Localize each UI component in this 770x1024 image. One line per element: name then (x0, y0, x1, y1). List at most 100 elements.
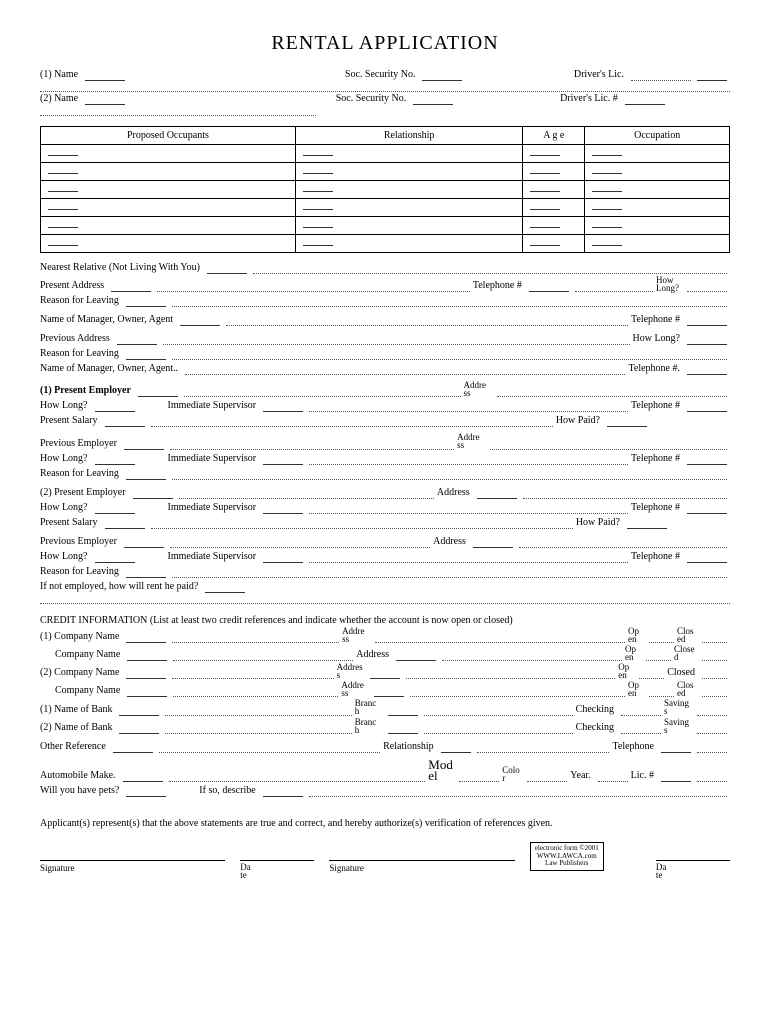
telephone-field3[interactable] (687, 365, 727, 375)
dl1-field[interactable] (631, 73, 691, 81)
telephone-field2[interactable] (687, 316, 727, 326)
table-cell[interactable] (585, 199, 730, 217)
lic-field[interactable] (661, 772, 691, 782)
checking-field2[interactable] (621, 726, 661, 734)
model-field[interactable] (459, 774, 499, 782)
reason-field[interactable] (126, 297, 166, 307)
name2-field[interactable] (85, 95, 125, 105)
supervisor-field2[interactable] (263, 455, 303, 465)
ssn2-field[interactable] (413, 95, 453, 105)
table-cell[interactable] (523, 199, 585, 217)
dl1-field2[interactable] (697, 71, 727, 81)
salary-field2[interactable] (105, 519, 145, 529)
addr-field4[interactable] (374, 687, 404, 697)
branch-field[interactable] (388, 706, 418, 716)
signature2[interactable]: Signature (329, 860, 514, 889)
telephone-field7[interactable] (687, 553, 727, 563)
employer2-field[interactable] (133, 489, 173, 499)
other-ref-field[interactable] (113, 743, 153, 753)
table-cell[interactable] (523, 235, 585, 253)
savings-field2[interactable] (697, 726, 727, 734)
howlong-field2[interactable] (687, 335, 727, 345)
table-cell[interactable] (41, 235, 296, 253)
table-cell[interactable] (585, 145, 730, 163)
addr-field2[interactable] (396, 651, 436, 661)
employer1-field[interactable] (138, 387, 178, 397)
company-field[interactable] (127, 651, 167, 661)
reason-field2[interactable] (126, 350, 166, 360)
table-cell[interactable] (523, 163, 585, 181)
salary-field[interactable] (105, 417, 145, 427)
date1[interactable]: Da te (240, 860, 314, 889)
company1-field[interactable] (126, 633, 166, 643)
open-field[interactable] (649, 635, 674, 643)
telephone-field[interactable] (529, 282, 569, 292)
supervisor-field4[interactable] (263, 553, 303, 563)
relationship-field[interactable] (441, 743, 471, 753)
signature1[interactable]: Signature (40, 860, 225, 889)
table-cell[interactable] (523, 217, 585, 235)
reason-field3[interactable] (126, 470, 166, 480)
address-field[interactable] (497, 389, 728, 397)
closed-field2[interactable] (702, 653, 727, 661)
company-field4[interactable] (127, 687, 167, 697)
table-cell[interactable] (41, 163, 296, 181)
prev-emp-field2[interactable] (124, 538, 164, 548)
checking-field[interactable] (621, 708, 661, 716)
manager-field[interactable] (180, 316, 220, 326)
reason-field4[interactable] (126, 568, 166, 578)
supervisor-field[interactable] (263, 402, 303, 412)
howlong-field3[interactable] (95, 402, 135, 412)
address-field2[interactable] (490, 442, 727, 450)
pets-field[interactable] (126, 787, 166, 797)
prev-emp-field[interactable] (124, 440, 164, 450)
telephone-field5[interactable] (687, 455, 727, 465)
open-field2[interactable] (646, 653, 671, 661)
howlong-field5[interactable] (95, 504, 135, 514)
bank1-field[interactable] (119, 706, 159, 716)
table-cell[interactable] (41, 217, 296, 235)
howpaid-field2[interactable] (627, 519, 667, 529)
telephone-field8[interactable] (661, 743, 691, 753)
open-field4[interactable] (649, 689, 674, 697)
address-field3[interactable] (477, 489, 517, 499)
table-cell[interactable] (585, 163, 730, 181)
company2-field[interactable] (126, 669, 166, 679)
branch-field2[interactable] (388, 724, 418, 734)
describe-field[interactable] (263, 787, 303, 797)
table-cell[interactable] (41, 181, 296, 199)
table-cell[interactable] (295, 235, 522, 253)
table-cell[interactable] (585, 235, 730, 253)
table-cell[interactable] (523, 181, 585, 199)
table-cell[interactable] (295, 145, 522, 163)
supervisor-field3[interactable] (263, 504, 303, 514)
telephone-field4[interactable] (687, 402, 727, 412)
table-cell[interactable] (41, 145, 296, 163)
address-field4[interactable] (473, 538, 513, 548)
addr-field[interactable] (375, 635, 625, 643)
ssn1-field[interactable] (422, 71, 462, 81)
telephone-field6[interactable] (687, 504, 727, 514)
closed-field3[interactable] (702, 671, 727, 679)
table-cell[interactable] (295, 163, 522, 181)
color-field[interactable] (527, 774, 567, 782)
nearest-relative-field[interactable] (207, 264, 247, 274)
addr-field3[interactable] (370, 669, 400, 679)
date2[interactable]: Da te (656, 860, 730, 889)
table-cell[interactable] (295, 217, 522, 235)
present-address-field[interactable] (111, 282, 151, 292)
howlong-field6[interactable] (95, 553, 135, 563)
table-cell[interactable] (523, 145, 585, 163)
closed-field[interactable] (702, 635, 727, 643)
howpaid-field[interactable] (607, 417, 647, 427)
table-cell[interactable] (585, 217, 730, 235)
dl2-field[interactable] (625, 95, 665, 105)
table-cell[interactable] (41, 199, 296, 217)
table-cell[interactable] (585, 181, 730, 199)
howlong-field4[interactable] (95, 455, 135, 465)
auto-field[interactable] (123, 772, 163, 782)
prev-addr-field[interactable] (117, 335, 157, 345)
savings-field[interactable] (697, 708, 727, 716)
open-field3[interactable] (639, 671, 664, 679)
name1-field[interactable] (85, 71, 125, 81)
